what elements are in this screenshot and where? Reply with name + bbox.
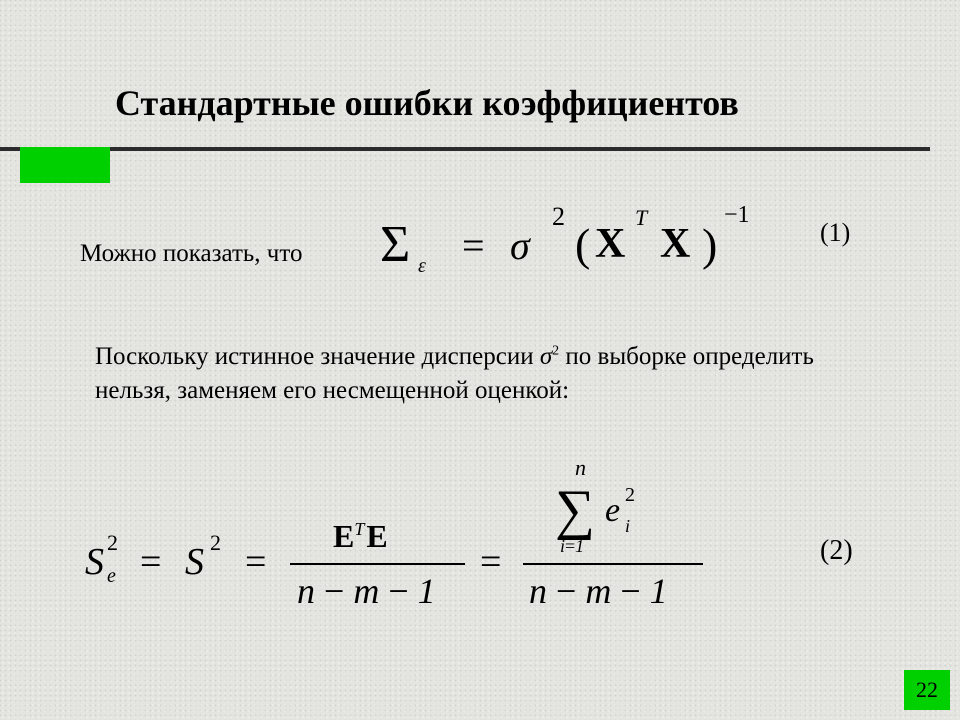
eq1-sigma-sup: 2 bbox=[552, 202, 565, 232]
slide-title: Стандартные ошибки коэффициентов bbox=[115, 82, 920, 124]
eq2-equals-a: = bbox=[140, 540, 161, 584]
eq2-s1-sup: 2 bbox=[107, 530, 118, 556]
eq2-den2-minus2: − bbox=[620, 571, 640, 611]
eq2-frac2-bar bbox=[523, 563, 703, 565]
eq2-e-term: e bbox=[605, 492, 620, 530]
eq2-den1-m: m bbox=[353, 571, 379, 611]
accent-block bbox=[20, 147, 110, 183]
equation-1-label: (1) bbox=[820, 218, 850, 248]
eq1-big-sigma: Σ bbox=[380, 215, 410, 274]
eq2-den1-minus1: − bbox=[324, 571, 344, 611]
divider-rule bbox=[0, 147, 930, 151]
eq2-den2-m: m bbox=[585, 571, 611, 611]
equation-2: S e 2 = S 2 = ETE n − m − 1 = n ∑ i=1 e … bbox=[85, 450, 745, 650]
eq2-den1-n: n bbox=[297, 571, 315, 611]
lead-text: Можно показать, что bbox=[80, 240, 302, 268]
mid-sigma: σ bbox=[540, 343, 552, 370]
eq2-e-sup: 2 bbox=[625, 484, 635, 507]
eq1-lparen: ( bbox=[575, 218, 590, 271]
eq1-inverse-sup: −1 bbox=[724, 202, 750, 229]
eq2-e2: E bbox=[366, 518, 387, 554]
eq2-frac1-bar bbox=[290, 563, 465, 565]
eq1-x1-sup: T bbox=[635, 205, 647, 231]
eq1-rparen: ) bbox=[702, 218, 717, 271]
eq2-sum-symbol: ∑ bbox=[555, 478, 595, 542]
eq2-frac1-num: ETE bbox=[333, 518, 388, 555]
eq2-sum-lower: i=1 bbox=[560, 536, 584, 557]
mid-text: Поскольку истинное значение дисперсии σ2… bbox=[95, 340, 880, 408]
eq2-sum-lower-eq: = bbox=[565, 536, 575, 556]
eq2-den2-minus1: − bbox=[556, 571, 576, 611]
eq2-s1: S bbox=[85, 540, 104, 584]
eq2-e1-sup: T bbox=[354, 519, 364, 539]
eq2-s2: S bbox=[185, 540, 204, 584]
mid-text-before: Поскольку истинное значение дисперсии bbox=[95, 343, 540, 370]
eq2-den2-1: 1 bbox=[650, 571, 668, 611]
eq1-sigma-sub: ε bbox=[418, 255, 426, 278]
eq2-e1: E bbox=[333, 518, 354, 554]
page-number: 22 bbox=[916, 677, 938, 703]
eq2-s2-sup: 2 bbox=[210, 530, 221, 556]
eq2-s1-sub: e bbox=[107, 565, 116, 588]
eq2-den1-1: 1 bbox=[418, 571, 436, 611]
slide: Стандартные ошибки коэффициентов Можно п… bbox=[0, 0, 960, 720]
eq2-e-sub: i bbox=[625, 516, 630, 537]
eq2-frac2-den: n − m − 1 bbox=[529, 570, 668, 612]
eq1-x1: X bbox=[595, 220, 625, 268]
eq1-equals: = bbox=[462, 222, 485, 269]
equation-1: Σ ε = σ 2 ( X T X ) −1 bbox=[380, 200, 810, 300]
eq2-frac1-den: n − m − 1 bbox=[297, 570, 436, 612]
equation-2-label: (2) bbox=[820, 535, 853, 567]
eq2-equals-b: = bbox=[245, 540, 266, 584]
eq1-sigma: σ bbox=[510, 222, 530, 269]
eq2-den2-n: n bbox=[529, 571, 547, 611]
page-number-box: 22 bbox=[904, 670, 950, 710]
eq1-x2: X bbox=[660, 220, 690, 268]
eq2-den1-minus2: − bbox=[388, 571, 408, 611]
eq2-equals-c: = bbox=[480, 540, 501, 584]
eq2-sum-lower-1: 1 bbox=[575, 536, 584, 556]
